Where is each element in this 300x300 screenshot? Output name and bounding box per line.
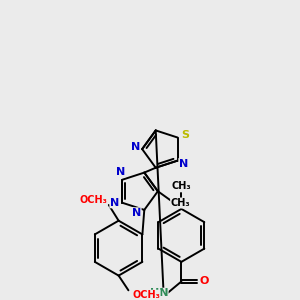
Text: CH₃: CH₃ <box>172 181 191 191</box>
Text: CH₃: CH₃ <box>171 198 190 208</box>
Text: OCH₃: OCH₃ <box>79 195 107 205</box>
Text: N: N <box>132 208 141 218</box>
Text: S: S <box>182 130 190 140</box>
Text: N: N <box>110 198 119 208</box>
Text: O: O <box>199 277 208 286</box>
Text: OCH₃: OCH₃ <box>132 290 160 300</box>
Text: N: N <box>179 158 188 169</box>
Text: N: N <box>131 142 140 152</box>
Text: HN: HN <box>150 288 168 298</box>
Text: N: N <box>116 167 125 177</box>
